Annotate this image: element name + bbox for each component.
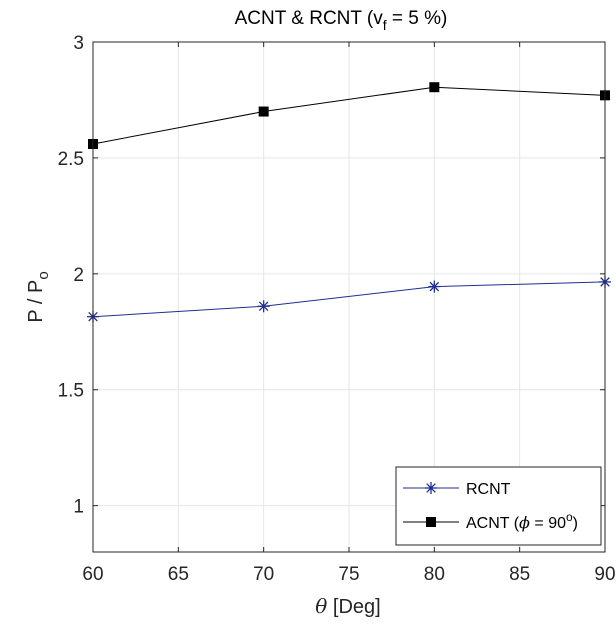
data-point [257,300,270,313]
legend-label-rcnt: RCNT [466,481,511,498]
x-tick-label: 70 [253,564,274,585]
y-axis-label: P / Po [25,271,52,322]
legend-label-acnt: ACNT (ϕ = 90o) [466,510,578,532]
tick-labels: 60 65 70 75 80 85 90 1 1.5 2 2.5 3 [58,33,616,585]
y-tick-label: 1 [73,497,84,518]
x-tick-label: 65 [168,564,189,585]
legend-entry-rcnt: RCNT [403,481,511,498]
x-tick-label: 75 [338,564,359,585]
legend-box [395,466,602,546]
y-tick-label: 2.5 [58,149,84,170]
legend: RCNT ACNT (ϕ = 90o) [395,466,602,546]
legend-marker-rcnt [425,482,437,494]
x-tick-label: 90 [594,564,615,585]
x-tick-label: 85 [509,564,530,585]
chart-title: ACNT & RCNT (vf = 5 %) [235,8,448,33]
data-point [428,280,441,293]
tick-marks [92,41,606,552]
series-line [92,86,606,145]
y-tick-label: 3 [73,33,84,54]
legend-marker-acnt [426,517,436,527]
x-tick-label: 80 [424,564,445,585]
data-point [429,82,440,93]
x-axis-label: θ [Deg] [315,594,380,618]
y-tick-label: 2 [73,265,84,286]
y-tick-label: 1.5 [58,381,84,402]
data-point [258,106,269,117]
legend-entry-acnt: ACNT (ϕ = 90o) [403,510,578,532]
series-line [92,281,606,318]
x-tick-label: 60 [82,564,103,585]
